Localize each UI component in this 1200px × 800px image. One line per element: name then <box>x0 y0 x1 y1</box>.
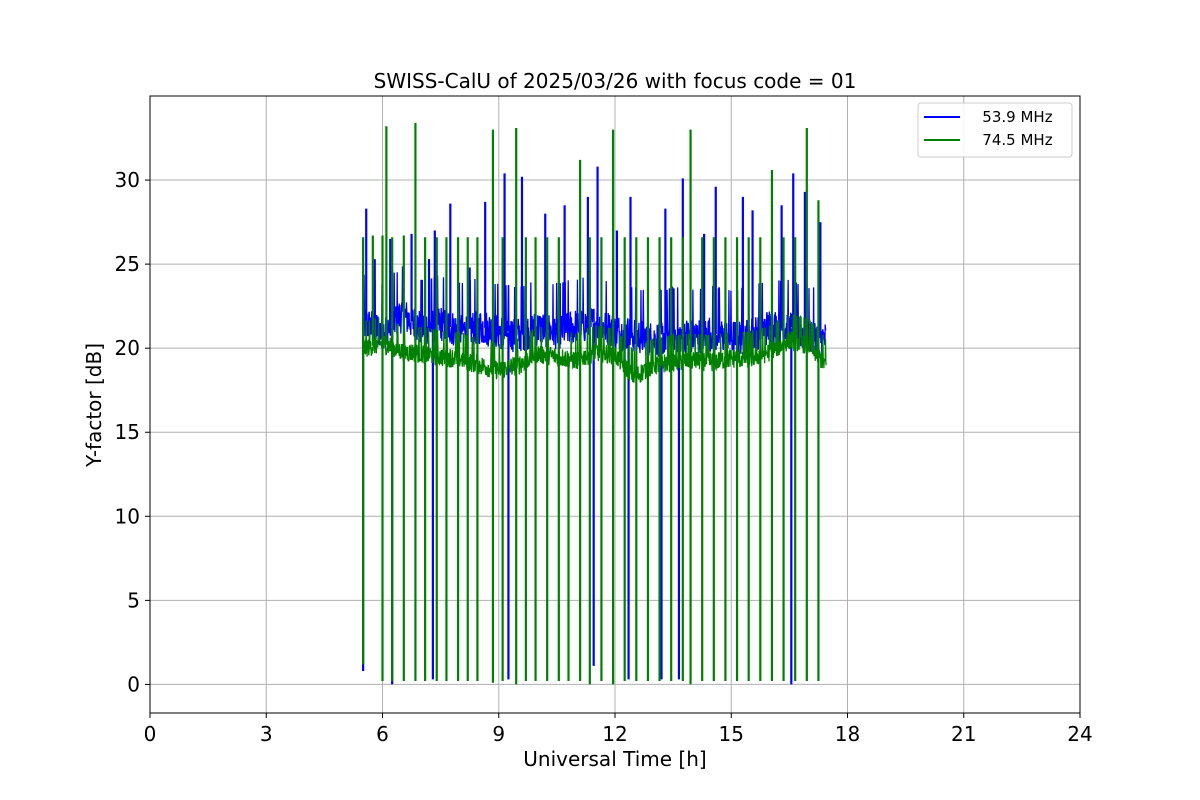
y-tick-label: 15 <box>115 420 140 444</box>
y-tick-label: 0 <box>127 672 140 696</box>
series-layer <box>362 122 827 685</box>
y-tick-label: 5 <box>127 588 140 612</box>
legend: 53.9 MHz 74.5 MHz <box>917 102 1073 158</box>
x-tick-label: 12 <box>602 722 627 746</box>
x-tick-label: 15 <box>719 722 744 746</box>
x-tick-label: 24 <box>1067 722 1092 746</box>
legend-label-53-9: 53.9 MHz <box>968 108 1053 126</box>
y-tick-label: 30 <box>115 168 140 192</box>
x-tick-label: 9 <box>492 722 505 746</box>
x-tick-label: 3 <box>260 722 273 746</box>
y-tick-label: 25 <box>115 252 140 276</box>
y-tick-label: 10 <box>115 504 140 528</box>
x-tick-label: 0 <box>144 722 157 746</box>
legend-label-74-5: 74.5 MHz <box>968 131 1053 149</box>
x-tick-label: 6 <box>376 722 389 746</box>
y-tick-label: 20 <box>115 336 140 360</box>
y-axis-label: Y-factor [dB] <box>82 343 106 468</box>
x-axis: 0 3 6 9 12 15 18 21 24 <box>144 713 1093 746</box>
x-axis-label: Universal Time [h] <box>523 747 706 771</box>
chart-title: SWISS-CalU of 2025/03/26 with focus code… <box>374 69 857 93</box>
series-74-5-mhz <box>362 122 827 685</box>
y-axis: 0 5 10 15 20 25 30 <box>115 168 150 696</box>
x-tick-label: 21 <box>951 722 976 746</box>
series-53-9-mhz <box>362 166 827 685</box>
x-tick-label: 18 <box>835 722 860 746</box>
